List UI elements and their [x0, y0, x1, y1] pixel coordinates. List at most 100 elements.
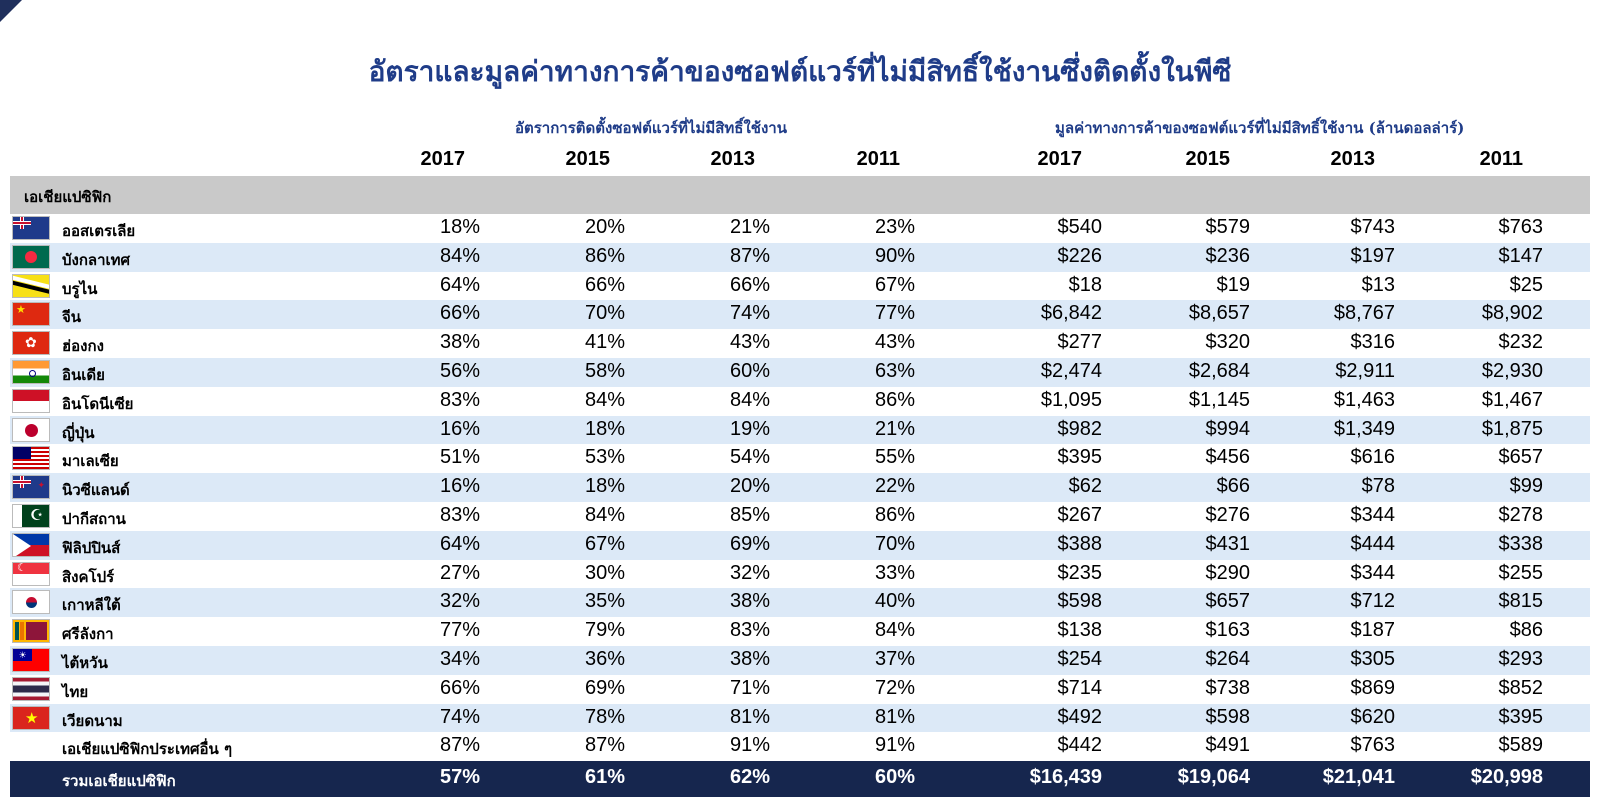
- value-cell: $2,930: [1481, 359, 1543, 382]
- table-row: นิวซีแลนด์ 16% 18% 20% 22% $62 $66 $78 $99: [10, 473, 1590, 502]
- value-cell: $1,467: [1481, 388, 1543, 411]
- value-cell: $66: [1216, 475, 1250, 498]
- value-cell: $264: [1205, 647, 1251, 670]
- value-cell: $395: [1057, 446, 1103, 469]
- value-cell: $232: [1498, 331, 1544, 354]
- country-name: จีน: [62, 308, 82, 327]
- rate-cell: 63%: [874, 359, 915, 382]
- bangladesh-flag-icon: [12, 244, 50, 269]
- rate-cell: 67%: [584, 532, 625, 555]
- total-value: 61%: [584, 766, 625, 788]
- value-cell: $763: [1350, 734, 1396, 757]
- country-name: เวียดนาม: [62, 711, 123, 730]
- rate-cell: 30%: [584, 561, 625, 584]
- rate-cell: 84%: [874, 619, 915, 642]
- rate-cell: 16%: [439, 417, 480, 440]
- country-name: อินเดีย: [62, 365, 105, 384]
- table-row: อินโดนีเซีย 83% 84% 84% 86% $1,095 $1,145 $1,46…: [10, 386, 1590, 416]
- value-cell: $994: [1205, 417, 1251, 440]
- value-cell: $714: [1057, 676, 1103, 699]
- rate-cell: 66%: [439, 302, 480, 325]
- country-name: ญี่ปุ่น: [62, 423, 95, 442]
- value-cell: $8,767: [1333, 302, 1395, 325]
- rate-cell: 69%: [584, 676, 625, 699]
- rate-cell: 66%: [439, 676, 480, 699]
- rate-cell: 40%: [874, 590, 915, 613]
- value-cell: $712: [1350, 590, 1396, 613]
- total-label: รวมเอเชียแปซิฟิก: [62, 772, 176, 790]
- rate-cell: 36%: [584, 647, 625, 670]
- table-row: สิงคโปร์ 27% 30% 32% 33% $235 $290 $344 $255: [10, 559, 1590, 589]
- value-cell: $18: [1068, 273, 1102, 296]
- rate-cell: 70%: [874, 532, 915, 555]
- rate-cell: 74%: [439, 705, 480, 728]
- value-cell: $197: [1350, 244, 1396, 267]
- rate-cell: 38%: [729, 647, 770, 670]
- rate-cell: 19%: [729, 417, 770, 440]
- country-name: สิงคโปร์: [62, 567, 115, 586]
- table-row: บังกลาเทศ 84% 86% 87% 90% $226 $236 $197 $147: [10, 242, 1590, 272]
- rate-cell: 16%: [439, 475, 480, 498]
- value-cell: $147: [1498, 244, 1544, 267]
- rate-cell: 81%: [874, 705, 915, 728]
- table-row: อินเดีย 56% 58% 60% 63% $2,474 $2,684 $2,911 $2,…: [10, 357, 1590, 387]
- value-cell: $540: [1057, 216, 1103, 238]
- thailand-flag-icon: [12, 676, 50, 701]
- country-name: บังกลาเทศ: [62, 250, 131, 269]
- table-row: ไทย 66% 69% 71% 72% $714 $738 $869 $852: [10, 674, 1590, 704]
- value-cell: $62: [1068, 475, 1102, 498]
- rate-cell: 38%: [729, 590, 770, 613]
- rate-cell: 84%: [729, 388, 770, 411]
- value-cell: $1,349: [1333, 417, 1395, 440]
- country-name: ปากีสถาน: [62, 509, 126, 528]
- country-name: อินโดนีเซีย: [62, 394, 134, 413]
- value-cell: $344: [1350, 503, 1396, 526]
- japan-flag-icon: [12, 417, 50, 442]
- value-cell: $8,902: [1481, 302, 1543, 325]
- year-header: 2015: [1185, 148, 1231, 170]
- country-name: ออสเตรเลีย: [62, 222, 136, 240]
- value-cell: $316: [1350, 331, 1396, 354]
- value-cell: $290: [1205, 561, 1251, 584]
- rate-cell: 38%: [439, 331, 480, 354]
- rate-cell: 43%: [874, 331, 915, 354]
- value-cell: $6,842: [1040, 302, 1102, 325]
- value-cell: $598: [1205, 705, 1251, 728]
- value-cell: $743: [1350, 216, 1396, 238]
- table-row: บรูไน 64% 66% 66% 67% $18 $19 $13 $25: [10, 271, 1590, 301]
- country-name: เกาหลีใต้: [62, 596, 121, 615]
- rate-cell: 33%: [874, 561, 915, 584]
- value-cell: $226: [1057, 244, 1103, 267]
- value-cell: $138: [1057, 619, 1103, 642]
- rate-cell: 41%: [584, 331, 625, 354]
- rate-cell: 85%: [729, 503, 770, 526]
- total-value: $19,064: [1177, 766, 1250, 788]
- rate-cell: 81%: [729, 705, 770, 728]
- rate-cell: 20%: [584, 216, 625, 238]
- south-korea-flag-icon: [12, 590, 50, 615]
- value-cell: $8,657: [1188, 302, 1250, 325]
- value-cell: $278: [1498, 503, 1544, 526]
- rate-cell: 43%: [729, 331, 770, 354]
- country-name: ไทย: [62, 682, 89, 701]
- value-cell: $657: [1205, 590, 1251, 613]
- value-cell: $320: [1205, 331, 1251, 354]
- rate-cell: 72%: [874, 676, 915, 699]
- value-cell: $395: [1498, 705, 1544, 728]
- philippines-flag-icon: [12, 532, 50, 557]
- total-value: $21,041: [1322, 766, 1395, 788]
- total-value: 57%: [439, 766, 480, 788]
- india-flag-icon: [12, 359, 50, 384]
- value-cell: $442: [1057, 734, 1103, 757]
- country-name: ฮ่องกง: [62, 337, 104, 356]
- value-cell: $616: [1350, 446, 1396, 469]
- value-cell: $589: [1498, 734, 1544, 757]
- value-cell: $444: [1350, 532, 1396, 555]
- rate-cell: 84%: [584, 388, 625, 411]
- country-name: เอเชียแปซิฟิกประเทศอื่น ๆ: [62, 740, 233, 759]
- rate-cell: 87%: [439, 734, 480, 757]
- value-group-header: มูลค่าทางการค้าของซอฟต์แวร์ที่ไม่มีสิทธิ…: [1055, 119, 1465, 137]
- value-cell: $2,911: [1335, 359, 1395, 382]
- rate-cell: 21%: [874, 417, 915, 440]
- region-label: เอเชียแปซิฟิก: [24, 188, 112, 206]
